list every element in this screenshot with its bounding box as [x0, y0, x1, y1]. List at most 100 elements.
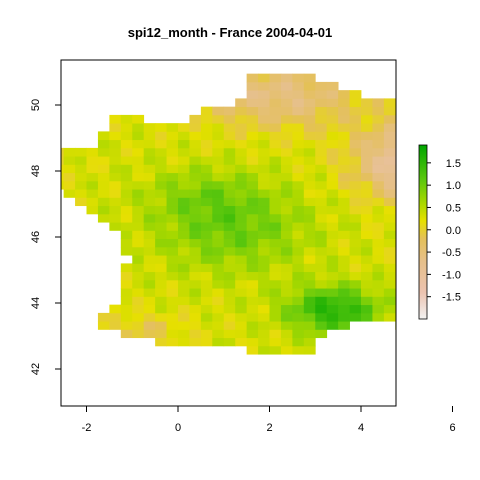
raster-cell: [361, 288, 373, 297]
raster-cell: [269, 304, 282, 314]
raster-cell: [280, 312, 293, 322]
raster-cell: [143, 197, 156, 207]
raster-cell: [155, 271, 167, 281]
raster-cell: [280, 255, 293, 264]
raster-cell: [407, 288, 419, 297]
raster-cell: [200, 263, 213, 273]
raster-cell: [383, 197, 396, 207]
legend-colorbar: [418, 144, 428, 320]
raster-cell: [143, 288, 156, 297]
raster-cell: [189, 263, 202, 273]
raster-cell: [120, 189, 133, 198]
raster-cell: [132, 246, 145, 256]
raster-cell: [258, 114, 270, 124]
raster-cell: [441, 305, 453, 314]
raster-cell: [41, 148, 53, 157]
raster-cell: [178, 205, 190, 215]
raster-cell: [407, 140, 419, 149]
raster-cell: [269, 98, 282, 108]
raster-cell: [349, 139, 362, 149]
raster-cell: [155, 189, 167, 198]
raster-cell: [315, 123, 328, 132]
raster-cell: [280, 288, 293, 297]
raster-cell: [338, 255, 350, 264]
raster-cell: [441, 123, 453, 132]
raster-cell: [395, 139, 396, 149]
raster-cell: [258, 345, 270, 355]
raster-cell: [338, 131, 350, 141]
raster-cell: [97, 197, 110, 207]
raster-cell: [178, 213, 190, 223]
raster-cell: [315, 156, 328, 165]
raster-cell: [292, 205, 305, 215]
raster-cell: [280, 98, 293, 108]
raster-cell: [246, 164, 259, 174]
raster-cell: [475, 173, 480, 182]
raster-cell: [361, 106, 373, 116]
raster-cell: [178, 238, 190, 248]
raster-cell: [132, 197, 145, 207]
raster-cell: [166, 189, 179, 198]
raster-cell: [200, 337, 213, 347]
raster-cell: [372, 156, 385, 165]
raster-cell: [326, 172, 339, 182]
raster-cell: [326, 255, 339, 264]
raster-cell: [280, 172, 293, 182]
raster-cell: [292, 312, 305, 322]
raster-cell: [292, 279, 305, 289]
raster-cell: [200, 304, 213, 314]
raster-cell: [143, 230, 156, 240]
raster-cell: [258, 139, 270, 149]
raster-cell: [418, 321, 430, 330]
raster-cell: [349, 246, 362, 256]
raster-cell: [120, 222, 133, 231]
raster-cell: [258, 164, 270, 174]
raster-cell: [155, 123, 167, 132]
raster-cell: [292, 180, 305, 190]
raster-cell: [383, 139, 396, 149]
raster-cell: [0, 173, 7, 182]
raster-cell: [430, 230, 442, 239]
raster-cell: [120, 123, 133, 132]
raster-cell: [143, 238, 156, 248]
raster-cell: [303, 345, 316, 355]
raster-cell: [258, 296, 270, 306]
raster-cell: [395, 98, 396, 108]
raster-cell: [143, 172, 156, 182]
raster-cell: [464, 305, 476, 314]
raster-cell: [269, 106, 282, 116]
raster-cell: [246, 98, 259, 108]
raster-cell: [475, 305, 480, 314]
raster-cell: [200, 205, 213, 215]
raster-cell: [155, 172, 167, 182]
raster-cell: [315, 197, 328, 207]
raster-cell: [223, 304, 236, 314]
raster-cell: [315, 139, 328, 149]
raster-cell: [200, 114, 213, 124]
raster-cell: [372, 197, 385, 207]
raster-cell: [166, 329, 179, 339]
raster-cell: [464, 247, 476, 256]
raster-cell: [395, 230, 396, 240]
raster-cell: [223, 230, 236, 240]
raster-cell: [395, 172, 396, 182]
raster-cell: [269, 222, 282, 231]
raster-cell: [303, 114, 316, 124]
raster-cell: [303, 180, 316, 190]
raster-cell: [326, 296, 339, 306]
raster-cell: [189, 238, 202, 248]
raster-cell: [143, 205, 156, 215]
raster-cell: [200, 180, 213, 190]
raster-cell: [475, 123, 480, 132]
raster-cell: [97, 189, 110, 198]
legend-tick-label: 1.0: [446, 180, 461, 192]
raster-cell: [441, 214, 453, 223]
raster-cell: [258, 172, 270, 182]
raster-cell: [395, 321, 396, 330]
raster-cell: [338, 246, 350, 256]
raster-cell: [303, 263, 316, 273]
raster-cell: [223, 213, 236, 223]
raster-cell: [269, 114, 282, 124]
x-tick-label: 4: [358, 422, 364, 434]
raster-cell: [166, 279, 179, 289]
